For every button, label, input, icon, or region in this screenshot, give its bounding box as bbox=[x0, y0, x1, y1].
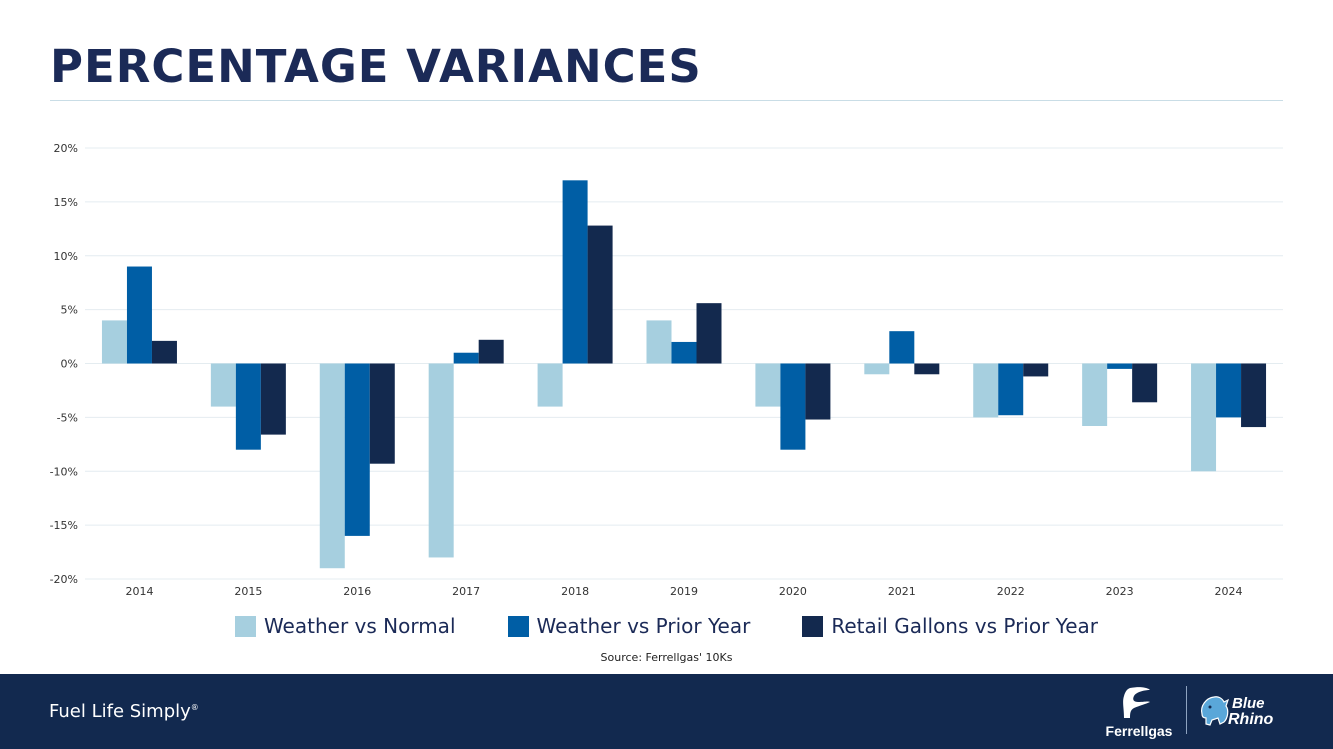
y-axis-ticks: 20% 15% 10% 5% 0% -5% -10% -15% -20% bbox=[50, 142, 78, 586]
legend-label: Weather vs Normal bbox=[263, 614, 456, 638]
x-tick-label: 2017 bbox=[452, 585, 480, 598]
x-tick-label: 2024 bbox=[1215, 585, 1243, 598]
ferrellgas-wordmark: Ferrellgas bbox=[1106, 723, 1173, 739]
legend-item-weather-vs-normal: Weather vs Normal bbox=[234, 614, 456, 638]
variance-bar-chart: 20%15%10%5%0%-5%-10%-15%-20% 2014 2015 201… bbox=[50, 142, 1283, 598]
bar-2017-weather-vs-prior-year bbox=[453, 352, 479, 364]
tagline: Fuel Life Simply® bbox=[49, 701, 199, 722]
footer-bar: Fuel Life Simply® Ferrellgas Blue Rhino bbox=[0, 674, 1333, 749]
bar-2021-retail-gallons-vs-prior-year bbox=[914, 363, 940, 375]
x-tick-label: 2023 bbox=[1106, 585, 1134, 598]
bar-2020-weather-vs-prior-year bbox=[780, 363, 806, 450]
bar-2014-retail-gallons-vs-prior-year bbox=[151, 340, 177, 364]
bar-2024-weather-vs-normal bbox=[1191, 363, 1217, 472]
ferrellgas-flame-icon: Ferrellgas bbox=[1106, 687, 1173, 739]
bar-2019-retail-gallons-vs-prior-year bbox=[696, 303, 722, 364]
bar-2021-weather-vs-normal bbox=[864, 363, 890, 375]
bar-2023-weather-vs-prior-year bbox=[1107, 363, 1133, 369]
y-tick-label: 20% bbox=[54, 142, 78, 155]
bar-2024-weather-vs-prior-year bbox=[1216, 363, 1242, 418]
x-tick-label: 2021 bbox=[888, 585, 916, 598]
x-tick-label: 2016 bbox=[343, 585, 371, 598]
y-tick-label: -5% bbox=[57, 411, 78, 424]
bar-2018-weather-vs-normal bbox=[537, 363, 563, 407]
legend-label: Retail Gallons vs Prior Year bbox=[831, 614, 1099, 638]
y-tick-label: -20% bbox=[50, 573, 78, 586]
bar-2017-weather-vs-normal bbox=[428, 363, 454, 558]
legend-swatch bbox=[507, 615, 529, 637]
bar-2018-retail-gallons-vs-prior-year bbox=[587, 225, 613, 364]
bar-2016-weather-vs-prior-year bbox=[344, 363, 370, 536]
y-tick-label: 0% bbox=[61, 358, 78, 371]
bar-2016-weather-vs-normal bbox=[319, 363, 345, 569]
bluerhino-wordmark-rhino: Rhino bbox=[1228, 711, 1274, 728]
y-tick-label: -10% bbox=[50, 465, 78, 478]
y-tick-label: -15% bbox=[50, 519, 78, 532]
bar-2015-weather-vs-normal bbox=[210, 363, 236, 407]
bar-2022-weather-vs-normal bbox=[973, 363, 999, 418]
y-tick-label: 10% bbox=[54, 250, 78, 263]
bar-2019-weather-vs-normal bbox=[646, 320, 672, 364]
page-title: PERCENTAGE VARIANCES bbox=[50, 40, 702, 93]
legend-swatch bbox=[234, 615, 256, 637]
bars bbox=[101, 180, 1267, 569]
bluerhino-wordmark-blue: Blue bbox=[1232, 695, 1265, 712]
x-tick-label: 2015 bbox=[234, 585, 262, 598]
bar-2015-retail-gallons-vs-prior-year bbox=[260, 363, 286, 435]
title-divider bbox=[50, 100, 1283, 101]
x-tick-label: 2019 bbox=[670, 585, 698, 598]
registered-mark: ® bbox=[190, 703, 199, 712]
bar-2020-retail-gallons-vs-prior-year bbox=[805, 363, 831, 420]
bar-2017-retail-gallons-vs-prior-year bbox=[478, 339, 504, 364]
x-axis-ticks: 2014 2015 2016 2017 2018 2019 2020 2021 2022 2023… bbox=[125, 585, 1242, 598]
bar-2023-weather-vs-normal bbox=[1082, 363, 1108, 426]
legend-swatch bbox=[802, 615, 824, 637]
bar-2021-weather-vs-prior-year bbox=[889, 331, 915, 364]
y-tick-label: 15% bbox=[54, 196, 78, 209]
tagline-text: Fuel Life Simply bbox=[49, 701, 191, 722]
legend-label: Weather vs Prior Year bbox=[536, 614, 751, 638]
chart-legend: Weather vs Normal Weather vs Prior Year … bbox=[0, 614, 1333, 638]
logo-divider bbox=[1186, 686, 1187, 734]
x-tick-label: 2020 bbox=[779, 585, 807, 598]
bar-2024-retail-gallons-vs-prior-year bbox=[1241, 363, 1267, 428]
legend-item-weather-vs-prior-year: Weather vs Prior Year bbox=[507, 614, 751, 638]
bar-2023-retail-gallons-vs-prior-year bbox=[1132, 363, 1158, 403]
bar-2019-weather-vs-prior-year bbox=[671, 341, 697, 364]
bar-2022-weather-vs-prior-year bbox=[998, 363, 1024, 416]
x-tick-label: 2014 bbox=[125, 585, 153, 598]
source-note: Source: Ferrellgas' 10Ks bbox=[600, 651, 733, 664]
bar-2014-weather-vs-normal bbox=[101, 320, 127, 364]
x-tick-label: 2018 bbox=[561, 585, 589, 598]
bar-2020-weather-vs-normal bbox=[755, 363, 781, 407]
x-tick-label: 2022 bbox=[997, 585, 1025, 598]
rhino-icon: Blue Rhino bbox=[1201, 695, 1274, 728]
bar-2018-weather-vs-prior-year bbox=[562, 180, 588, 364]
bar-2014-weather-vs-prior-year bbox=[126, 266, 152, 364]
bar-2015-weather-vs-prior-year bbox=[235, 363, 261, 450]
legend-item-retail-gallons: Retail Gallons vs Prior Year bbox=[802, 614, 1098, 638]
bar-2022-retail-gallons-vs-prior-year bbox=[1023, 363, 1049, 377]
y-tick-label: 5% bbox=[61, 304, 78, 317]
bar-2016-retail-gallons-vs-prior-year bbox=[369, 363, 395, 464]
